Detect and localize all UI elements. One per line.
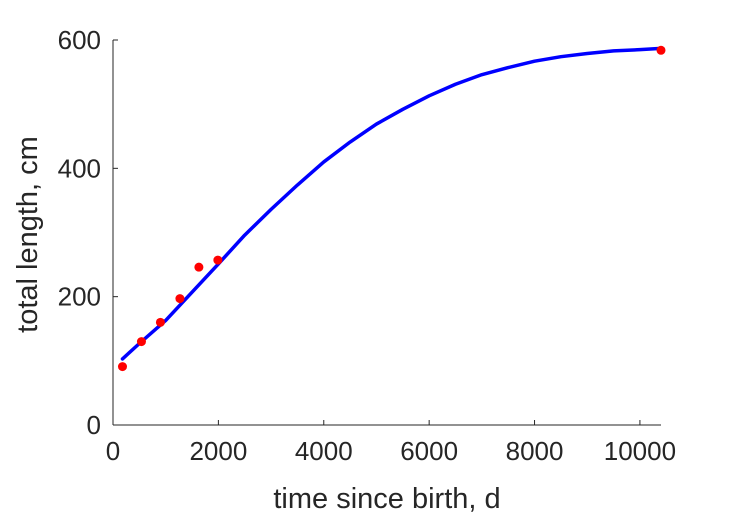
data-point	[213, 255, 223, 265]
x-tick-label: 8000	[506, 436, 564, 466]
plot-area	[117, 45, 666, 372]
x-tick-label: 10000	[604, 436, 676, 466]
data-point	[136, 337, 146, 347]
y-axis-title: total length, cm	[12, 136, 44, 333]
x-tick-label: 0	[106, 436, 120, 466]
x-tick-label: 4000	[295, 436, 353, 466]
data-point	[155, 317, 165, 327]
fit-curve	[120, 46, 663, 361]
data-point	[194, 262, 204, 272]
data-point	[175, 294, 185, 304]
data-point	[656, 45, 666, 55]
x-tick-label: 6000	[400, 436, 458, 466]
x-tick-label: 2000	[189, 436, 247, 466]
y-tick-label: 0	[87, 410, 101, 440]
y-tick-label: 400	[58, 153, 101, 183]
axes: 0 2000 4000 6000 8000 10000 0 200 400 600	[58, 25, 676, 466]
y-tick-label: 600	[58, 25, 101, 55]
data-point	[117, 362, 127, 372]
x-axis-title: time since birth, d	[273, 483, 500, 515]
y-tick-label: 200	[58, 282, 101, 312]
